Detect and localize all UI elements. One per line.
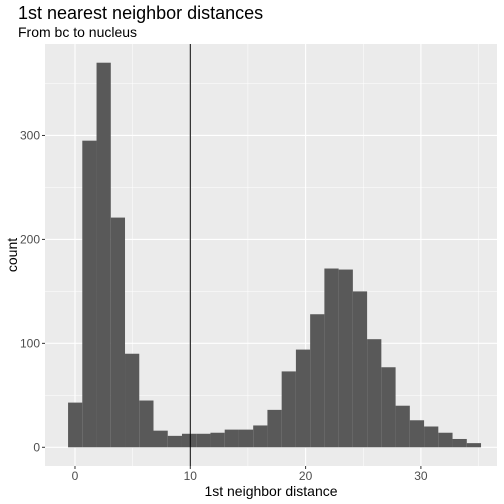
histogram-bar [253, 425, 268, 448]
histogram-bar [82, 140, 97, 448]
y-tick-label: 300 [20, 128, 40, 142]
histogram-bar [452, 438, 467, 448]
histogram-bar [196, 433, 211, 448]
histogram-bar [110, 217, 126, 448]
histogram-bar [267, 409, 282, 448]
y-tick-label: 200 [20, 232, 40, 246]
x-tick-label: 0 [72, 469, 79, 483]
y-axis-label: count [4, 238, 20, 272]
chart-subtitle: From bc to nucleus [18, 24, 137, 40]
histogram-bar [153, 430, 168, 448]
histogram-bars [68, 62, 482, 448]
histogram-bar [295, 349, 311, 448]
histogram-bar [96, 62, 111, 448]
y-tick-label: 0 [33, 440, 40, 454]
histogram-bar [139, 400, 154, 448]
y-axis-ticks: 0 100 200 300 [20, 128, 45, 454]
histogram-bar [167, 435, 182, 448]
minor-gridlines [45, 44, 497, 466]
x-tick-label: 20 [299, 469, 313, 483]
histogram-bar [438, 432, 453, 448]
histogram-bar [424, 426, 439, 448]
histogram-bar [352, 291, 368, 448]
histogram-bar [409, 420, 425, 448]
y-tick-label: 100 [20, 336, 40, 350]
histogram-bar [68, 402, 83, 448]
histogram-bar [210, 432, 225, 448]
histogram-bar [125, 353, 140, 448]
x-tick-label: 30 [414, 469, 428, 483]
histogram-bar [224, 429, 239, 448]
x-tick-label: 10 [184, 469, 198, 483]
x-axis-label: 1st neighbor distance [204, 483, 337, 499]
histogram-bar [367, 339, 382, 448]
histogram-bar [338, 269, 353, 448]
histogram-bar [466, 443, 482, 448]
histogram-bar [395, 405, 410, 448]
histogram-bar [281, 371, 296, 448]
histogram-bar [381, 367, 396, 448]
histogram-bar [324, 268, 339, 448]
histogram-bar [181, 433, 197, 448]
histogram-bar [310, 314, 325, 448]
histogram-bar [238, 429, 254, 448]
x-axis-ticks: 0 10 20 30 [72, 466, 428, 483]
chart-title: 1st nearest neighbor distances [18, 3, 263, 23]
